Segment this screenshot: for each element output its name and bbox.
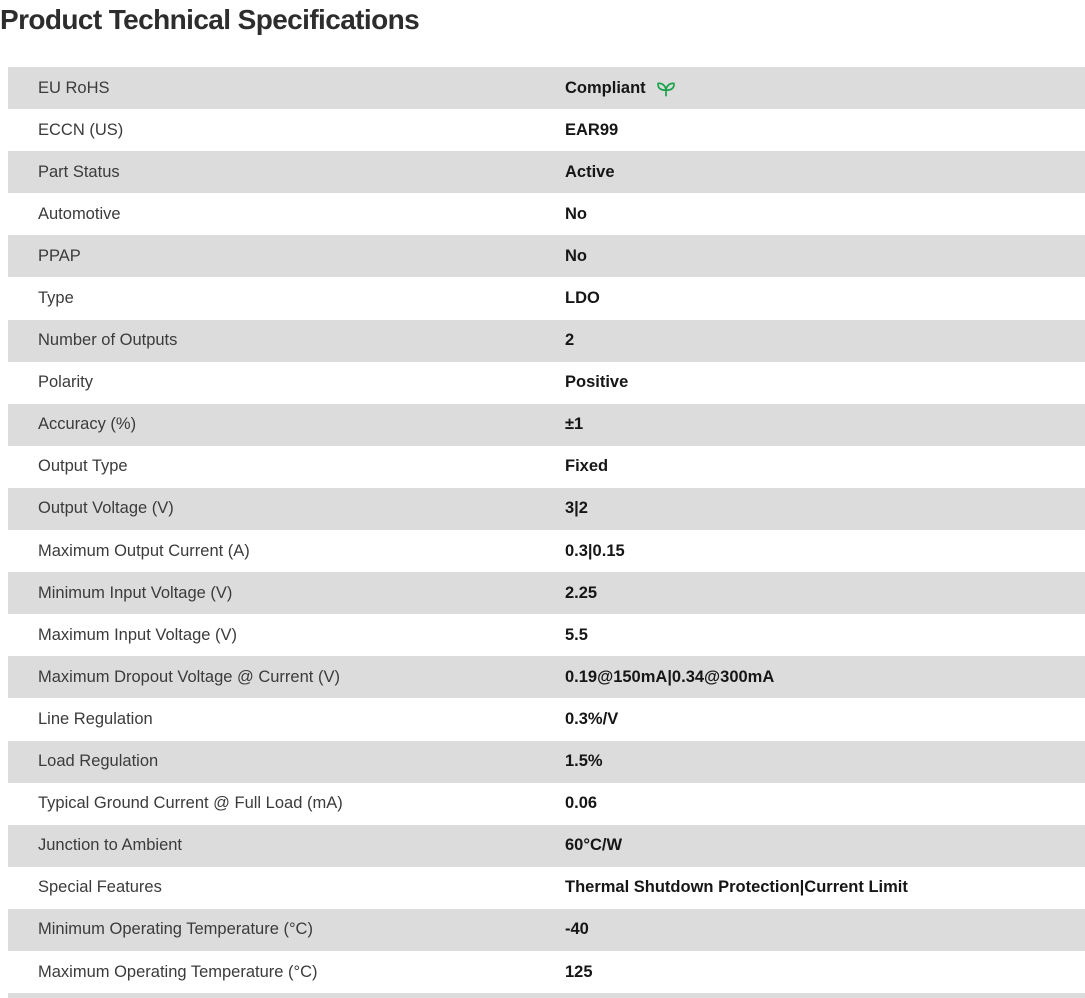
table-row: Minimum Operating Temperature (°C) -40: [8, 908, 1085, 951]
spec-value-text: Compliant: [565, 78, 646, 97]
spec-value: 0.3%/V: [565, 710, 618, 729]
table-row: Junction to Ambient 60°C/W: [8, 824, 1085, 867]
table-row: Part Status Active: [8, 151, 1085, 194]
spec-value: No: [565, 247, 587, 266]
spec-label: Accuracy (%): [38, 415, 137, 434]
spec-label: ECCN (US): [38, 120, 124, 139]
spec-value: 0.06: [565, 794, 597, 813]
table-row: PPAP No: [8, 235, 1085, 278]
table-row: Polarity Positive: [8, 361, 1085, 404]
spec-label: Output Type: [38, 457, 128, 476]
table-row: Output Type Fixed: [8, 445, 1085, 488]
spec-label: Part Status: [38, 162, 120, 181]
table-row: ECCN (US) EAR99: [8, 109, 1085, 152]
spec-value: 0.3|0.15: [565, 542, 625, 561]
spec-value-text: 1.5%: [565, 752, 603, 771]
spec-value-text: 2: [565, 331, 575, 350]
spec-label: Load Regulation: [38, 752, 159, 771]
spec-value-text: 0.3%/V: [565, 709, 619, 728]
spec-value-text: EAR99: [565, 120, 619, 139]
spec-table: EU RoHS Compliant ECCN (US) EAR99 Part S…: [8, 67, 1085, 994]
spec-label: Automotive: [38, 204, 121, 223]
table-row: Line Regulation 0.3%/V: [8, 698, 1085, 741]
leaf-icon: [655, 80, 677, 98]
table-row: Automotive No: [8, 193, 1085, 236]
table-row: Maximum Output Current (A) 0.3|0.15: [8, 530, 1085, 573]
spec-value: 125: [565, 963, 593, 982]
spec-value-text: Active: [565, 162, 615, 181]
spec-value-text: 0.06: [565, 794, 598, 813]
spec-value: LDO: [565, 289, 600, 308]
spec-label: EU RoHS: [38, 78, 110, 97]
table-row: Maximum Dropout Voltage @ Current (V) 0.…: [8, 656, 1085, 699]
spec-label: Junction to Ambient: [38, 836, 183, 855]
spec-value-text: 3|2: [565, 499, 588, 518]
table-row: Maximum Operating Temperature (°C) 125: [8, 950, 1085, 994]
spec-label: Output Voltage (V): [38, 499, 174, 518]
table-row: Type LDO: [8, 277, 1085, 320]
spec-value-text: LDO: [565, 289, 600, 308]
spec-value-text: 125: [565, 962, 593, 981]
next-row-partial: [8, 993, 1085, 998]
spec-value-text: Thermal Shutdown Protection|Current Limi…: [565, 878, 908, 897]
spec-value: 0.19@150mA|0.34@300mA: [565, 668, 774, 687]
spec-value: -40: [565, 920, 589, 939]
spec-value: Positive: [565, 373, 628, 392]
spec-label: Maximum Input Voltage (V): [38, 625, 237, 644]
spec-label: Minimum Input Voltage (V): [38, 583, 233, 602]
spec-value-text: No: [565, 204, 587, 223]
spec-value-text: 0.3|0.15: [565, 541, 625, 560]
spec-value: 1.5%: [565, 752, 603, 771]
spec-value: Fixed: [565, 457, 608, 476]
spec-label: Typical Ground Current @ Full Load (mA): [38, 794, 343, 813]
spec-value: 60°C/W: [565, 836, 622, 855]
spec-value-text: Fixed: [565, 457, 609, 476]
spec-label: Maximum Dropout Voltage @ Current (V): [38, 667, 340, 686]
spec-label: Maximum Output Current (A): [38, 541, 250, 560]
table-row: EU RoHS Compliant: [8, 67, 1085, 110]
spec-value: 5.5: [565, 626, 588, 645]
spec-label: Minimum Operating Temperature (°C): [38, 920, 313, 939]
spec-value: Active: [565, 163, 615, 182]
spec-label: Line Regulation: [38, 709, 153, 728]
table-row: Accuracy (%) ±1: [8, 403, 1085, 446]
spec-label: Type: [38, 289, 74, 308]
table-row: Load Regulation 1.5%: [8, 740, 1085, 783]
table-row: Special Features Thermal Shutdown Protec…: [8, 866, 1085, 909]
spec-label: Polarity: [38, 373, 94, 392]
spec-label: PPAP: [38, 246, 81, 265]
spec-value: ±1: [565, 415, 583, 434]
spec-value-text: Positive: [565, 373, 629, 392]
spec-label: Maximum Operating Temperature (°C): [38, 962, 318, 981]
table-row: Typical Ground Current @ Full Load (mA) …: [8, 782, 1085, 825]
table-row: Maximum Input Voltage (V) 5.5: [8, 614, 1085, 657]
spec-value-text: 0.19@150mA|0.34@300mA: [565, 667, 775, 686]
spec-value: 3|2: [565, 499, 588, 518]
spec-value-text: 5.5: [565, 625, 588, 644]
spec-value: Compliant: [565, 78, 677, 98]
spec-value: No: [565, 205, 587, 224]
page-title: Product Technical Specifications: [0, 4, 420, 35]
spec-value: 2: [565, 331, 574, 350]
spec-label: Special Features: [38, 878, 162, 897]
spec-value-text: ±1: [565, 415, 584, 434]
spec-value: Thermal Shutdown Protection|Current Limi…: [565, 878, 908, 897]
spec-value-text: 2.25: [565, 583, 598, 602]
spec-value-text: No: [565, 246, 587, 265]
spec-value-text: 60°C/W: [565, 836, 623, 855]
spec-value: 2.25: [565, 584, 597, 603]
spec-label: Number of Outputs: [38, 331, 178, 350]
table-row: Minimum Input Voltage (V) 2.25: [8, 572, 1085, 615]
spec-value: EAR99: [565, 121, 618, 140]
spec-value-text: -40: [565, 920, 589, 939]
table-row: Output Voltage (V) 3|2: [8, 487, 1085, 531]
table-row: Number of Outputs 2: [8, 319, 1085, 362]
